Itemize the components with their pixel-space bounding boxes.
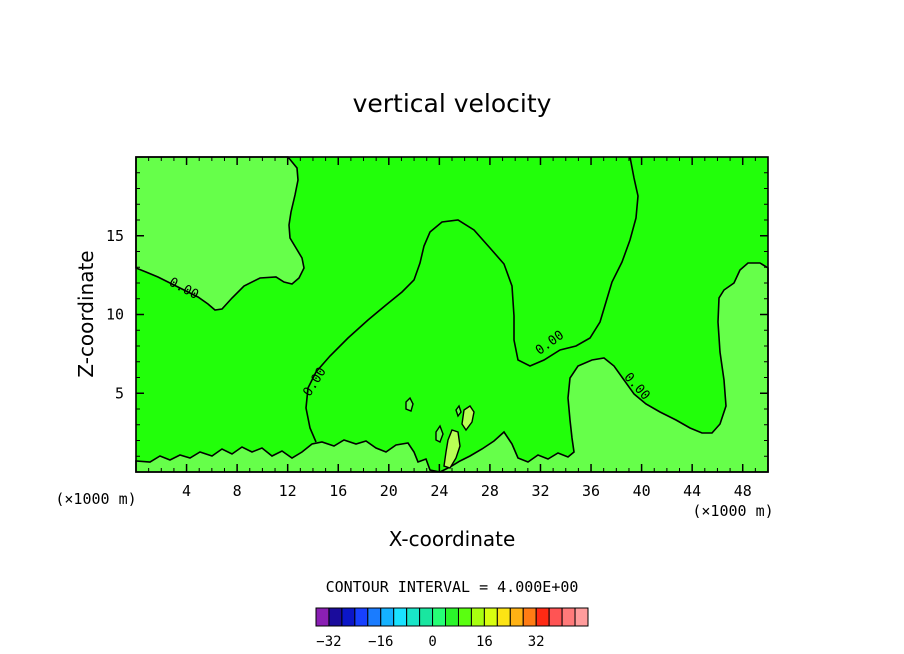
x-tick-label: 28 bbox=[481, 482, 499, 500]
colorbar-swatch bbox=[328, 607, 343, 627]
colorbar-swatch bbox=[496, 607, 511, 627]
x-axis-label: X-coordinate bbox=[389, 527, 516, 551]
colorbar-swatch bbox=[457, 607, 472, 627]
x-tick-label: 8 bbox=[233, 482, 242, 500]
colorbar-tick-label: −16 bbox=[368, 634, 393, 650]
colorbar-swatch bbox=[419, 607, 434, 627]
colorbar-labels: −32 −16 0 16 32 bbox=[316, 634, 544, 650]
plot-area: 0.000.000.000.00 bbox=[135, 156, 769, 473]
colorbar-swatch bbox=[535, 607, 550, 627]
colorbar-swatch bbox=[548, 607, 563, 627]
contour-small-cell-2 bbox=[455, 404, 462, 418]
x-tick-label: 16 bbox=[329, 482, 347, 500]
contour-region-left bbox=[135, 156, 305, 311]
axis-ticks bbox=[136, 157, 768, 472]
contour-interval-text: CONTOUR INTERVAL = 4.000E+00 bbox=[326, 578, 579, 596]
y-tick-label: 10 bbox=[106, 306, 124, 324]
colorbar-swatch bbox=[393, 607, 408, 627]
chart-title: vertical velocity bbox=[353, 89, 552, 118]
colorbar-swatch bbox=[561, 607, 576, 627]
contour-line-center-plume bbox=[305, 156, 639, 443]
colorbar-tick-label: −32 bbox=[316, 634, 341, 650]
colorbar bbox=[315, 607, 589, 627]
colorbar-tick-label: 0 bbox=[428, 634, 436, 650]
contour-region-lower-left bbox=[135, 262, 769, 473]
colorbar-tick-label: 16 bbox=[476, 634, 493, 650]
x-tick-label: 48 bbox=[734, 482, 752, 500]
colorbar-swatch bbox=[483, 607, 498, 627]
colorbar-swatch bbox=[470, 607, 485, 627]
y-axis-label: Z-coordinate bbox=[74, 250, 98, 377]
x-tick-label: 40 bbox=[633, 482, 651, 500]
x-tick-label: 24 bbox=[430, 482, 448, 500]
x-tick-labels: 4 8 12 16 20 24 28 32 36 40 44 48 bbox=[182, 482, 752, 500]
colorbar-swatch bbox=[380, 607, 395, 627]
x-tick-label: 12 bbox=[279, 482, 297, 500]
x-tick-label: 36 bbox=[582, 482, 600, 500]
x-unit-right: (×1000 m) bbox=[692, 502, 773, 520]
contour-small-cell-1 bbox=[405, 396, 414, 412]
contour-small-cell-3 bbox=[435, 424, 444, 443]
colorbar-swatch bbox=[522, 607, 537, 627]
colorbar-tick-label: 32 bbox=[528, 634, 545, 650]
colorbar-swatch bbox=[445, 607, 459, 627]
colorbar-swatch bbox=[574, 607, 589, 627]
colorbar-swatch bbox=[315, 607, 330, 627]
y-tick-labels: 5 10 15 bbox=[106, 227, 124, 403]
colorbar-swatch bbox=[367, 607, 382, 627]
x-tick-label: 20 bbox=[380, 482, 398, 500]
colorbar-swatch bbox=[509, 607, 524, 627]
x-unit-left: (×1000 m) bbox=[55, 490, 136, 508]
colorbar-swatch bbox=[406, 607, 421, 627]
y-tick-label: 15 bbox=[106, 227, 124, 245]
contour-weak-cell-2 bbox=[461, 405, 475, 432]
contour-weak-cell-1 bbox=[443, 429, 461, 469]
y-tick-label: 5 bbox=[115, 384, 124, 402]
colorbar-swatch bbox=[341, 607, 356, 627]
x-tick-label: 32 bbox=[531, 482, 549, 500]
x-tick-label: 4 bbox=[182, 482, 191, 500]
colorbar-swatch bbox=[432, 607, 447, 627]
colorbar-swatch bbox=[354, 607, 369, 627]
x-tick-label: 44 bbox=[683, 482, 701, 500]
